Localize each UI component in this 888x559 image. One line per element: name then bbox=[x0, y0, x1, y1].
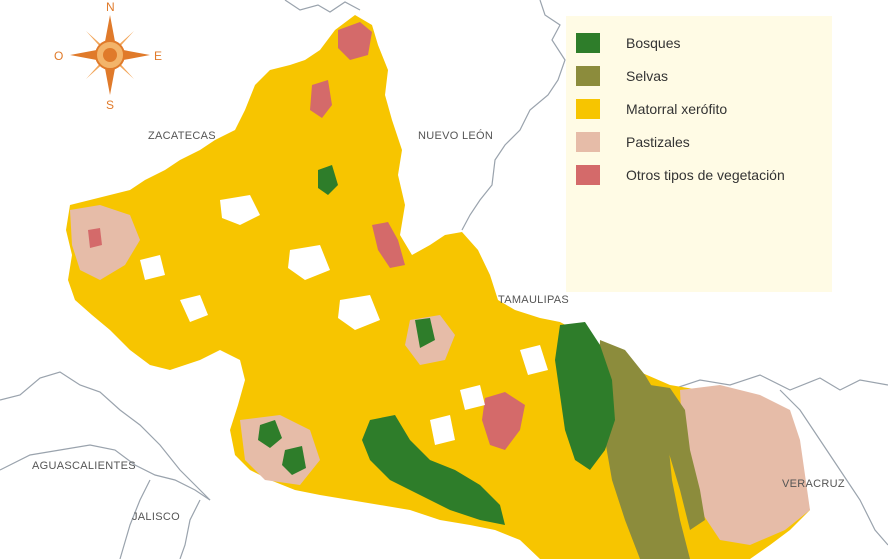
state-label-tamaulipas: TAMAULIPAS bbox=[498, 294, 569, 306]
legend-label-selvas: Selvas bbox=[626, 67, 669, 84]
otros-center bbox=[372, 222, 405, 268]
state-label-nuevo-leon: NUEVO LEÓN bbox=[418, 129, 493, 142]
compass-east: E bbox=[154, 49, 162, 63]
map-legend: Bosques Selvas Matorral xerófito Pastiza… bbox=[566, 16, 832, 292]
legend-swatch-matorral bbox=[576, 98, 600, 119]
legend-label-bosques: Bosques bbox=[626, 34, 681, 51]
legend-item-otros: Otros tipos de vegetación bbox=[576, 158, 832, 191]
selvas-strip bbox=[650, 385, 705, 530]
otros-east bbox=[482, 392, 525, 450]
legend-label-pastizales: Pastizales bbox=[626, 133, 690, 150]
otros-north bbox=[338, 22, 372, 60]
state-label-jalisco: JALISCO bbox=[132, 511, 180, 523]
white-patches bbox=[140, 195, 548, 445]
legend-item-matorral: Matorral xerófito bbox=[576, 92, 832, 125]
bosques-north bbox=[318, 165, 338, 195]
compass-rose-icon: N S E O bbox=[54, 0, 162, 112]
legend-item-selvas: Selvas bbox=[576, 59, 832, 92]
bosques-huasteca bbox=[555, 322, 615, 470]
compass-south: S bbox=[106, 98, 114, 112]
compass-west: O bbox=[54, 49, 63, 63]
state-label-veracruz: VERACRUZ bbox=[782, 478, 845, 490]
legend-swatch-bosques bbox=[576, 32, 600, 53]
legend-swatch-selvas bbox=[576, 65, 600, 86]
otros-north2 bbox=[310, 80, 332, 118]
map-regions bbox=[66, 15, 810, 559]
legend-label-matorral: Matorral xerófito bbox=[626, 100, 728, 117]
legend-swatch-pastizales bbox=[576, 131, 600, 152]
legend-item-bosques: Bosques bbox=[576, 26, 832, 59]
bosques-southwest bbox=[258, 420, 282, 448]
pastizales-west bbox=[70, 205, 140, 280]
state-label-aguascalientes: AGUASCALIENTES bbox=[32, 460, 136, 472]
legend-swatch-otros bbox=[576, 164, 600, 185]
bosques-sw2 bbox=[282, 446, 306, 475]
legend-label-otros: Otros tipos de vegetación bbox=[626, 166, 785, 183]
bosques-sierra-gorda bbox=[362, 415, 505, 525]
selvas-region bbox=[598, 340, 690, 559]
state-label-zacatecas: ZACATECAS bbox=[148, 130, 216, 142]
pastizales-east bbox=[680, 385, 810, 545]
compass-north: N bbox=[106, 0, 115, 14]
legend-item-pastizales: Pastizales bbox=[576, 125, 832, 158]
bosques-center bbox=[415, 318, 435, 348]
state-labels: ZACATECAS NUEVO LEÓN TAMAULIPAS AGUASCAL… bbox=[32, 129, 845, 523]
otros-west bbox=[88, 228, 102, 248]
